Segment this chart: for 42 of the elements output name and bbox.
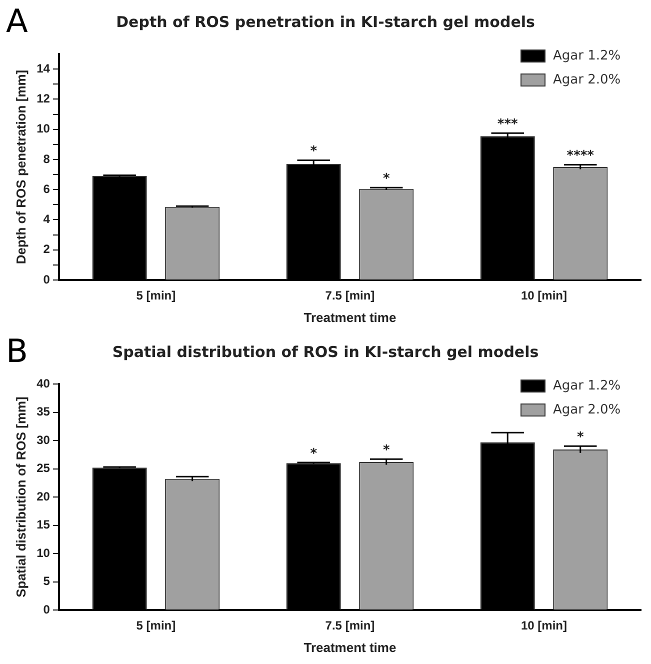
data-label: *	[310, 144, 318, 160]
y-tick-label: 0	[43, 272, 50, 286]
y-axis-title: Depth of ROS penetration [mm]	[13, 70, 28, 264]
y-tick-label: 4	[43, 212, 50, 226]
x-tick-label: 5 [min]	[136, 288, 176, 303]
y-tick-label: 40	[36, 376, 50, 390]
x-axis-title: Treatment time	[304, 640, 396, 655]
y-tick-label: 10	[36, 122, 50, 136]
y-tick-label: 35	[36, 404, 50, 419]
y-tick-label: 30	[36, 432, 50, 447]
y-tick-label: 8	[43, 152, 50, 166]
data-label: *	[310, 446, 318, 462]
x-axis-title: Treatment time	[304, 310, 396, 325]
y-tick-label: 25	[36, 461, 50, 476]
chart-title: Spatial distribution of ROS in KI-starch gel models	[112, 342, 539, 361]
legend-label: Agar 1.2%	[553, 48, 621, 64]
y-tick-label: 15	[36, 518, 50, 532]
chart-title: Depth of ROS penetration in KI-starch gel models	[116, 12, 535, 31]
y-tick-label: 12	[36, 92, 50, 106]
y-tick-label: 0	[43, 602, 50, 616]
data-label: *	[382, 443, 390, 458]
y-tick-label: 10	[36, 546, 50, 560]
x-tick-label: 7.5 [min]	[325, 618, 375, 633]
data-label: ****	[566, 148, 594, 164]
y-tick-label: 2	[43, 242, 50, 256]
x-tick-label: 10 [min]	[520, 288, 567, 303]
text: B	[6, 332, 28, 370]
y-tick-label: 6	[43, 182, 50, 196]
x-tick-label: 10 [min]	[520, 618, 567, 633]
y-axis-title: Spatial distribution of ROS [mm]	[13, 396, 28, 598]
data-label: *	[576, 430, 584, 446]
data-label: ***	[497, 116, 518, 132]
x-tick-label: 7.5 [min]	[325, 288, 375, 303]
x-tick-label: 5 [min]	[136, 618, 176, 633]
y-tick-label: 14	[36, 61, 50, 76]
text: A	[6, 2, 28, 40]
y-tick-label: 5	[43, 574, 50, 588]
legend-label: Agar 2.0%	[553, 402, 621, 418]
y-tick-label: 20	[36, 489, 50, 504]
legend-label: Agar 1.2%	[553, 378, 621, 394]
legend-label: Agar 2.0%	[553, 72, 621, 88]
data-label: *	[382, 172, 390, 187]
